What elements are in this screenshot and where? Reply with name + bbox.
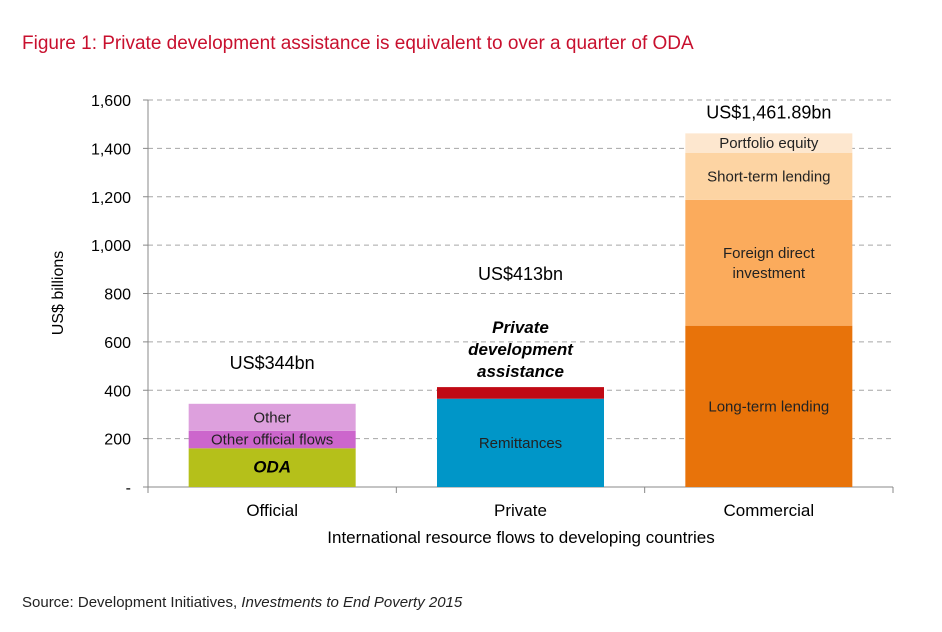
x-tick-label-official: Official <box>246 501 298 520</box>
bar-segment-remittances <box>437 398 604 487</box>
chart-title: Figure 1: Private development assistance… <box>22 33 694 54</box>
segment-label-foreign-direct-investment: Foreign direct investment <box>723 245 816 282</box>
segment-label-portfolio-equity: Portfolio equity <box>719 135 819 152</box>
y-tick-label: 1,200 <box>91 190 131 207</box>
total-label-official: US$344bn <box>230 353 315 373</box>
y-tick-label: 400 <box>104 383 131 400</box>
bar-segment-other <box>188 403 356 431</box>
y-tick-label: - <box>126 480 131 497</box>
segment-label-remittances: Remittances <box>479 435 562 452</box>
y-tick-label: 600 <box>104 335 131 352</box>
bar-segment-foreign-direct-investment <box>685 199 853 326</box>
source-note: Source: Development Initiatives, Investm… <box>22 594 462 611</box>
total-label-commercial: US$1,461.89bn <box>706 102 831 122</box>
segment-label-long-term-lending: Long-term lending <box>708 398 829 415</box>
source-prefix: Source: Development Initiatives, <box>22 594 242 611</box>
segment-label-other-official-flows: Other official flows <box>211 432 333 449</box>
bar-segment-oda <box>188 448 356 487</box>
x-axis-label: International resource flows to developi… <box>327 528 714 547</box>
bar-segment-private-development-assistance <box>437 387 604 399</box>
x-tick-label-private: Private <box>494 501 547 520</box>
bar-segment-short-term-lending <box>685 152 853 200</box>
bar-segment-other-official-flows <box>188 430 356 449</box>
segment-label-other: Other <box>253 409 291 426</box>
bars <box>188 133 853 487</box>
bar-segment-long-term-lending <box>685 325 853 487</box>
segment-labels: ODA Other official flows Other US$344bn Remi… <box>211 102 831 476</box>
y-tick-label: 200 <box>104 432 131 449</box>
source-publication: Investments to End Poverty 2015 <box>241 594 463 611</box>
y-axis-label: US$ billions <box>50 251 67 335</box>
y-tick-label: 1,000 <box>91 238 131 255</box>
segment-label-oda: ODA <box>253 458 291 477</box>
bar-segment-portfolio-equity <box>685 133 853 153</box>
segment-label-private-development-assistance: Private development assistance <box>468 318 574 381</box>
total-label-private: US$413bn <box>478 264 563 284</box>
segment-label-short-term-lending: Short-term lending <box>707 168 830 185</box>
y-tick-label: 1,600 <box>91 93 131 110</box>
x-tick-label-commercial: Commercial <box>723 501 814 520</box>
y-tick-label: 1,400 <box>91 141 131 158</box>
y-tick-label: 800 <box>104 287 131 304</box>
